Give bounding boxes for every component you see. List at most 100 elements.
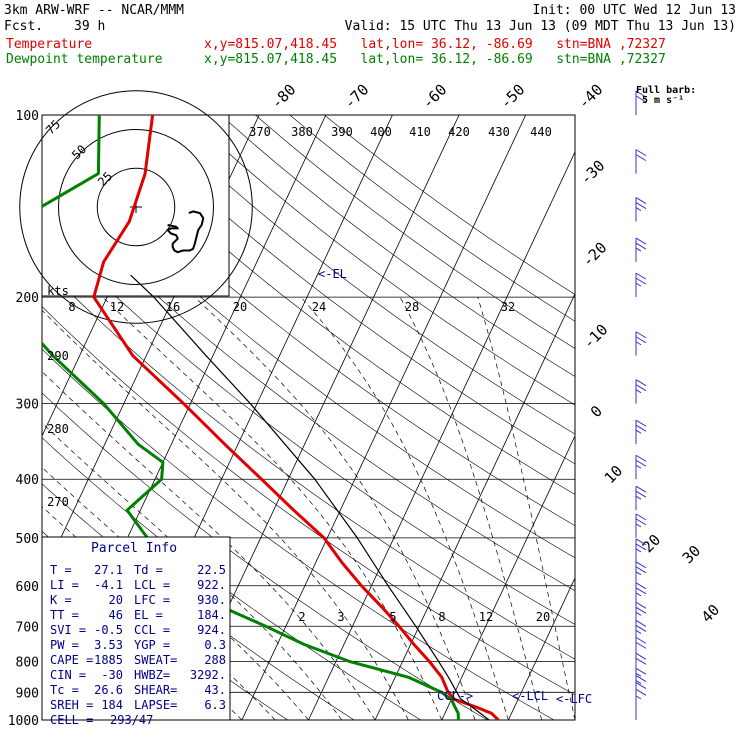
parcel-stat-label: SVI = [50,623,86,637]
theta-e-label: 370 [249,125,271,139]
pressure-tick-label: 700 [16,620,39,635]
moist-adiabat-line [300,296,509,720]
isotherm-label: -20 [579,239,611,271]
dry-adiabat-line [289,115,575,322]
parcel-stat-value: 22.5 [197,563,226,577]
hodograph-trace [166,210,205,254]
parcel-stat-value: 26.6 [94,683,123,697]
mixing-ratio-label: 16 [166,300,180,314]
pressure-tick-label: 400 [16,473,39,488]
dry-adiabat-line [48,115,575,527]
parcel-stat-label: CAPE = [50,653,93,667]
dry-adiabat-line [151,115,575,435]
isotherm-label: 10 [601,462,627,488]
isotherm-label: 20 [639,531,665,557]
isotherm-label: -30 [577,157,609,189]
pressure-tick-label: 100 [16,109,39,124]
parcel-stat-value: -0.5 [94,623,123,637]
dry-adiabat-line [42,348,555,720]
wind-barb [635,561,647,586]
parcel-stat-label: HWBZ= [134,668,170,682]
valid-time: Valid: 15 UTC Thu 13 Jun 13 (09 MDT Thu … [344,19,736,34]
init-time: Init: 00 UTC Wed 12 Jun 13 [532,3,737,18]
wind-barb [635,197,647,222]
parcel-stat-value: -30 [101,668,123,682]
wind-barb [635,513,647,538]
parcel-stat-value: 27.1 [94,563,123,577]
temperature-location: x,y=815.07,418.45 lat,lon= 36.12, -86.69… [204,37,666,52]
dry-adiabat-line [255,115,575,349]
wind-barb [635,272,647,298]
theta-label: 280 [47,422,69,436]
wind-barb [635,237,647,263]
isotherm-label: -50 [497,81,529,113]
mixing-ratio-label: 3 [337,610,344,624]
parcel-stat-label: Tc = [50,683,79,697]
parcel-stat-label: TT = [50,608,79,622]
pressure-tick-label: 1000 [8,714,39,729]
parcel-stat-label: CCL = [134,623,170,637]
mixing-ratio-label: 24 [312,300,326,314]
parcel-stat-label: SWEAT= [134,653,177,667]
isotherm-label: -80 [268,81,300,113]
parcel-info-title: Parcel Info [91,541,177,556]
mixing-ratio-label: 2 [298,610,305,624]
theta-e-label: 400 [370,125,392,139]
dry-adiabat-line [186,115,575,406]
dry-adiabat-line [42,145,575,559]
lcl-label: <-LCL [512,689,548,703]
dry-adiabat-line [42,264,575,660]
ccl-label: CCL-> [437,689,473,703]
parcel-stat-label: LI = [50,578,79,592]
wind-barb [635,419,647,445]
isotherm-label: -60 [419,81,451,113]
parcel-stat-value: 3.53 [94,638,123,652]
temperature-trace [92,115,500,720]
mixing-ratio-label: 32 [501,300,515,314]
mixing-ratio-label: 5 [389,610,396,624]
theta-e-label: 440 [530,125,552,139]
isotherm-label: 30 [679,542,705,568]
wind-barb [635,379,647,404]
parcel-stat-value: 3292. [190,668,226,682]
mixing-ratio-label: 20 [536,610,550,624]
isotherm-label: -40 [575,81,607,113]
parcel-stat-label: LFC = [134,593,170,607]
parcel-stat-label: PW = [50,638,79,652]
pressure-tick-label: 200 [16,291,39,306]
dry-adiabat-line [324,115,575,295]
isotherm-label: 0 [587,402,606,421]
parcel-info-box: Parcel Info T = 27.1 Td = 22.5 LI = -4.1 LCL = 9… [41,536,231,727]
parcel-stat-value: 288 [204,653,226,667]
parcel-stat-value: 924. [197,623,226,637]
parcel-stat-value: -4.1 [94,578,123,592]
pressure-tick-label: 800 [16,655,39,670]
pressure-tick-label: 600 [16,580,39,595]
dewpoint-location: x,y=815.07,418.45 lat,lon= 36.12, -86.69… [204,52,666,67]
pressure-tick-label: 900 [16,686,39,701]
theta-e-label: 410 [409,125,431,139]
parcel-stat-label: Td = [134,563,163,577]
parcel-stat-label: EL = [134,608,163,622]
mixing-ratio-label: 28 [405,300,419,314]
wind-barb [635,538,647,563]
wind-barb [635,582,647,607]
parcel-stat-value: 293/47 [110,713,153,727]
wind-barb [635,454,647,480]
mixing-ratio-label: 20 [233,300,247,314]
moist-adiabat-line [399,296,543,720]
plot-frame [41,114,576,721]
temperature-legend: Temperature [6,37,93,52]
moist-adiabat-line [477,297,575,720]
parcel-trace [130,274,490,720]
dry-adiabat-line [117,115,575,465]
theta-e-label: 390 [331,125,353,139]
isotherm-line [642,115,740,720]
parcel-stat-label: K = [50,593,72,607]
hodograph-units-label: kts [47,284,69,298]
dewpoint-legend: Dewpoint temperature [6,52,163,67]
parcel-stat-value: 930. [197,593,226,607]
wind-legend-line2: 5 m s⁻¹ [642,95,684,106]
isotherm-line [441,435,575,720]
